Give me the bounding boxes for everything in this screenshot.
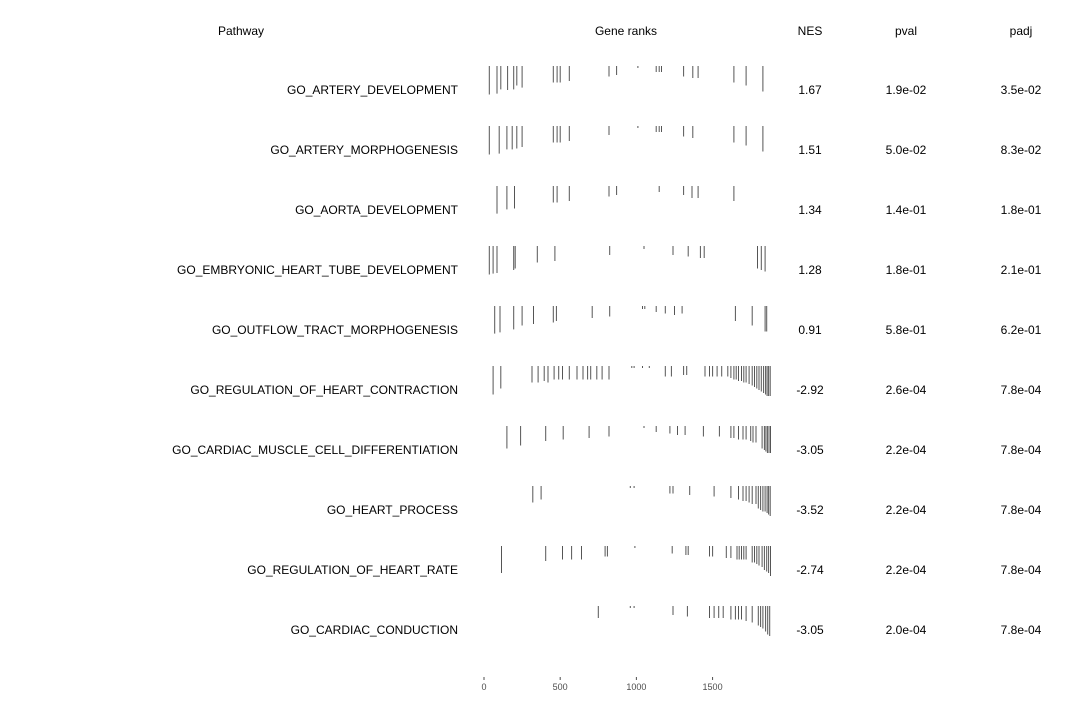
pathway-row: GO_CARDIAC_CONDUCTION -3.05 2.0e-04 7.8e-04 [291, 606, 1042, 637]
padj-value: 3.5e-02 [1001, 83, 1042, 97]
gene-rank-barcode [488, 126, 764, 155]
pathway-row: GO_ARTERY_MORPHOGENESIS 1.51 5.0e-02 8.3e-0… [270, 126, 1042, 157]
nes-value: 1.34 [798, 203, 822, 217]
gene-rank-barcode [494, 306, 768, 334]
pval-value: 2.6e-04 [886, 383, 927, 397]
gene-rank-barcode [488, 66, 764, 95]
pathway-row: GO_AORTA_DEVELOPMENT 1.34 1.4e-01 1.8e-01 [295, 186, 1042, 217]
nes-value: -2.92 [796, 383, 824, 397]
nes-value: 1.51 [798, 143, 822, 157]
pathway-row: GO_ARTERY_DEVELOPMENT 1.67 1.9e-02 3.5e-02 [287, 66, 1042, 97]
header-pval: pval [895, 24, 917, 38]
pval-value: 2.2e-04 [886, 443, 927, 457]
pval-value: 5.8e-01 [886, 323, 927, 337]
padj-value: 7.8e-04 [1001, 383, 1042, 397]
column-headers: Pathway Gene ranks NES pval padj [218, 24, 1032, 38]
pathway-name: GO_AORTA_DEVELOPMENT [295, 203, 459, 217]
pathway-row: GO_REGULATION_OF_HEART_RATE -2.74 2.2e-04 7… [247, 546, 1042, 577]
pval-value: 1.8e-01 [886, 263, 927, 277]
header-gene-ranks: Gene ranks [595, 24, 657, 38]
pathway-name: GO_HEART_PROCESS [327, 503, 458, 517]
nes-value: -3.52 [796, 503, 824, 517]
axis-tick-label: 0 [481, 682, 486, 692]
axis-tick-label: 500 [553, 682, 568, 692]
nes-value: 1.28 [798, 263, 822, 277]
header-nes: NES [798, 24, 823, 38]
padj-value: 6.2e-01 [1001, 323, 1042, 337]
gene-rank-barcode [506, 426, 771, 453]
pathway-row: GO_HEART_PROCESS -3.52 2.2e-04 7.8e-04 [327, 486, 1042, 517]
pval-value: 2.0e-04 [886, 623, 927, 637]
padj-value: 7.8e-04 [1001, 623, 1042, 637]
pathway-row: GO_CARDIAC_MUSCLE_CELL_DIFFERENTIATION -3… [172, 426, 1042, 457]
gene-rank-axis: 0 500 1000 1500 [481, 677, 723, 692]
pathway-name: GO_ARTERY_DEVELOPMENT [287, 83, 459, 97]
pathway-name: GO_CARDIAC_MUSCLE_CELL_DIFFERENTIATION [172, 443, 458, 457]
pathway-rows: GO_ARTERY_DEVELOPMENT 1.67 1.9e-02 3.5e-02G… [172, 66, 1042, 637]
nes-value: -3.05 [796, 623, 824, 637]
nes-value: 0.91 [798, 323, 822, 337]
pathway-name: GO_CARDIAC_CONDUCTION [291, 623, 458, 637]
pval-value: 1.9e-02 [886, 83, 927, 97]
padj-value: 1.8e-01 [1001, 203, 1042, 217]
nes-value: -2.74 [796, 563, 824, 577]
gene-rank-barcode [597, 606, 771, 636]
gene-rank-barcode [532, 486, 771, 516]
header-pathway: Pathway [218, 24, 264, 38]
padj-value: 8.3e-02 [1001, 143, 1042, 157]
pval-value: 2.2e-04 [886, 563, 927, 577]
pathway-row: GO_REGULATION_OF_HEART_CONTRACTION -2.92 2… [190, 366, 1042, 397]
pathway-row: GO_EMBRYONIC_HEART_TUBE_DEVELOPMENT 1.28 1… [177, 246, 1042, 277]
nes-value: -3.05 [796, 443, 824, 457]
pathway-name: GO_REGULATION_OF_HEART_CONTRACTION [190, 383, 458, 397]
header-padj: padj [1010, 24, 1033, 38]
pathway-name: GO_REGULATION_OF_HEART_RATE [247, 563, 458, 577]
padj-value: 7.8e-04 [1001, 563, 1042, 577]
padj-value: 7.8e-04 [1001, 443, 1042, 457]
gene-rank-barcode [501, 546, 771, 576]
pathway-name: GO_ARTERY_MORPHOGENESIS [270, 143, 458, 157]
gene-rank-barcode [488, 246, 766, 275]
pathway-name: GO_EMBRYONIC_HEART_TUBE_DEVELOPMENT [177, 263, 459, 277]
pval-value: 1.4e-01 [886, 203, 927, 217]
axis-tick-label: 1000 [626, 682, 646, 692]
pathway-name: GO_OUTFLOW_TRACT_MORPHOGENESIS [212, 323, 458, 337]
pval-value: 5.0e-02 [886, 143, 927, 157]
padj-value: 2.1e-01 [1001, 263, 1042, 277]
gene-rank-barcode [492, 366, 771, 396]
padj-value: 7.8e-04 [1001, 503, 1042, 517]
gene-rank-barcode [496, 186, 735, 214]
pval-value: 2.2e-04 [886, 503, 927, 517]
pathway-row: GO_OUTFLOW_TRACT_MORPHOGENESIS 0.91 5.8e-0… [212, 306, 1042, 337]
axis-tick-label: 1500 [703, 682, 723, 692]
nes-value: 1.67 [798, 83, 822, 97]
